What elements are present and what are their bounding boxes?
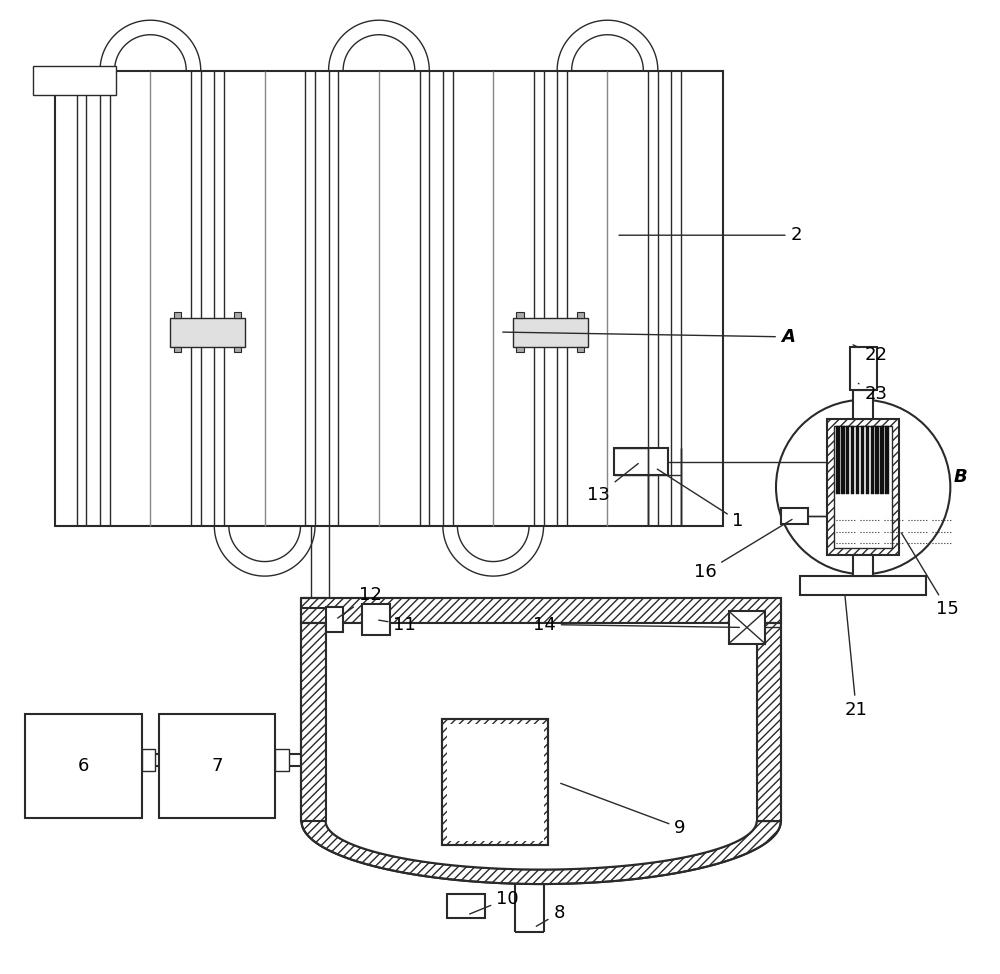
Text: B: B: [954, 468, 968, 486]
Text: 8: 8: [536, 904, 565, 926]
Bar: [55, 70, 723, 526]
Text: 12: 12: [338, 586, 381, 618]
Bar: [33, 65, 116, 94]
Text: 11: 11: [379, 616, 416, 633]
Bar: [442, 720, 548, 845]
Bar: [159, 714, 275, 818]
Text: A: A: [503, 328, 795, 346]
Bar: [757, 622, 781, 821]
Text: 7: 7: [211, 757, 223, 775]
Text: 9: 9: [561, 783, 686, 837]
Bar: [871, 426, 874, 494]
Text: 10: 10: [470, 889, 519, 914]
Bar: [851, 426, 854, 494]
Bar: [275, 749, 289, 770]
Bar: [513, 318, 588, 347]
Text: 14: 14: [533, 616, 739, 633]
Bar: [885, 426, 889, 494]
Bar: [301, 598, 781, 622]
Bar: [781, 508, 808, 524]
Polygon shape: [326, 821, 757, 870]
Text: 13: 13: [587, 464, 638, 504]
Bar: [301, 622, 326, 821]
Bar: [827, 419, 899, 555]
Bar: [800, 576, 926, 595]
Bar: [142, 749, 155, 770]
Bar: [326, 607, 343, 632]
Bar: [362, 604, 390, 635]
Bar: [447, 894, 485, 918]
Bar: [577, 347, 584, 352]
Bar: [442, 720, 548, 845]
Bar: [850, 347, 877, 391]
Bar: [853, 555, 873, 576]
Bar: [174, 347, 181, 352]
Bar: [846, 426, 849, 494]
Text: 22: 22: [853, 345, 887, 364]
Text: 21: 21: [845, 596, 868, 719]
Bar: [516, 312, 524, 318]
Bar: [853, 391, 873, 419]
Bar: [448, 726, 543, 840]
Bar: [326, 622, 757, 821]
Bar: [234, 347, 241, 352]
Bar: [614, 448, 668, 475]
Bar: [861, 426, 864, 494]
Text: 16: 16: [694, 519, 792, 581]
Bar: [836, 426, 840, 494]
Bar: [170, 318, 245, 347]
Bar: [875, 426, 879, 494]
Bar: [866, 426, 869, 494]
Text: 15: 15: [901, 533, 959, 618]
Text: 23: 23: [858, 384, 887, 403]
Bar: [577, 312, 584, 318]
Bar: [856, 426, 859, 494]
Text: 6: 6: [78, 757, 89, 775]
Bar: [834, 426, 892, 548]
Bar: [841, 426, 845, 494]
Text: 2: 2: [619, 226, 802, 244]
Bar: [729, 611, 765, 644]
Bar: [880, 426, 884, 494]
PathPatch shape: [301, 821, 781, 884]
Bar: [25, 714, 142, 818]
Bar: [234, 312, 241, 318]
Text: 1: 1: [657, 469, 744, 530]
Bar: [516, 347, 524, 352]
Bar: [174, 312, 181, 318]
